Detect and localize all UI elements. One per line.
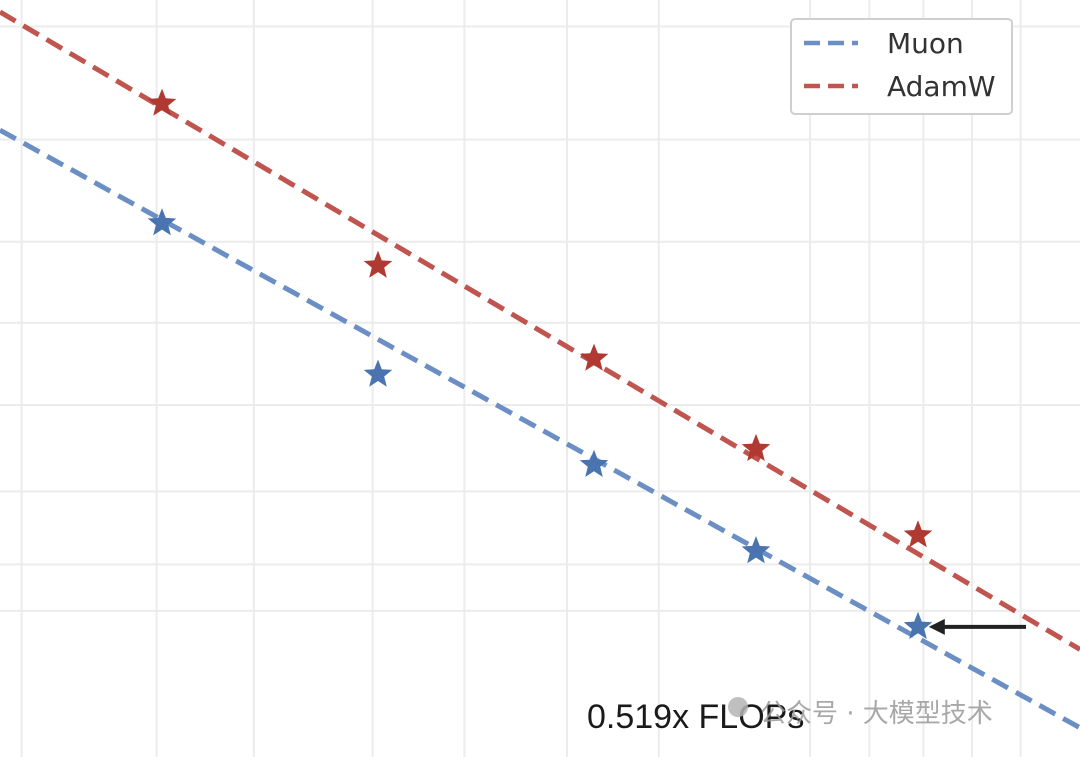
fit-line-adamw [0, 9, 1080, 652]
star-marker-adamw-0 [147, 88, 177, 116]
star-marker-adamw-4 [903, 520, 933, 548]
annotation-text: 0.519x FLOPs [587, 698, 804, 736]
star-marker-muon-2 [579, 449, 609, 477]
annotation-arrowhead [928, 618, 945, 635]
watermark: 公众号 · 大模型技术 [728, 697, 993, 729]
data-markers [147, 88, 933, 639]
star-marker-muon-4 [903, 611, 933, 639]
fit-line-muon [0, 127, 1080, 730]
watermark-text: 公众号 · 大模型技术 [760, 699, 993, 729]
star-marker-adamw-1 [363, 250, 393, 278]
star-marker-muon-3 [741, 536, 771, 564]
legend-box [790, 18, 1013, 115]
flops-annotation: 0.519x FLOPs [587, 618, 1026, 736]
star-marker-muon-1 [363, 359, 393, 387]
star-marker-adamw-2 [579, 343, 609, 371]
legend-label-adamw: AdamW [887, 70, 996, 103]
watermark-logo-icon [728, 697, 748, 717]
legend-label-muon: Muon [887, 27, 964, 60]
star-marker-adamw-3 [741, 433, 771, 461]
legend: Muon AdamW [790, 18, 1013, 115]
fit-lines [0, 9, 1080, 730]
star-marker-muon-0 [147, 208, 177, 236]
